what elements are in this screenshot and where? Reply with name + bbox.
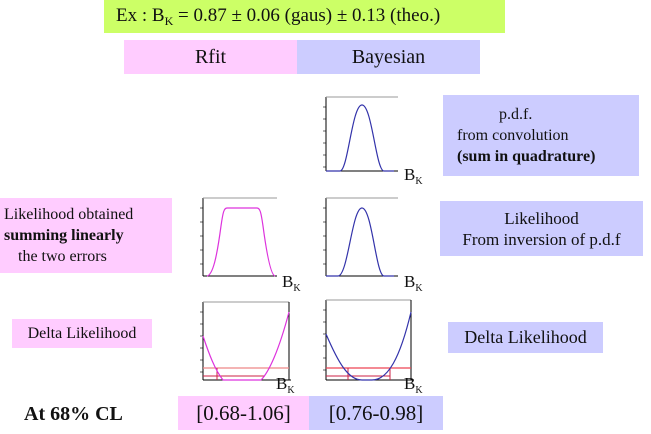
rfit-interval-value: [0.68-1.06] (196, 400, 291, 425)
bayes-delta-label: Delta Likelihood (464, 327, 587, 347)
rfit-delta-likelihood-plot (200, 301, 291, 381)
bayesian-pdf-plot (323, 96, 398, 172)
rfit-delta-label: Delta Likelihood (27, 325, 137, 342)
bayesian-delta-likelihood-plot (323, 299, 414, 381)
pdf-line-1: p.d.f. (499, 106, 533, 123)
formula-banner: Ex : BK = 0.87 ± 0.06 (gaus) ± 0.13 (the… (104, 0, 505, 33)
bk-axis-label: BK (404, 272, 423, 294)
rfit-likelihood-plot (200, 197, 277, 277)
bayesian-delta-description: Delta Likelihood (448, 322, 603, 353)
bayesian-interval: [0.76-0.98] (309, 396, 443, 430)
bayesian-interval-value: [0.76-0.98] (328, 400, 424, 425)
rfit-delta-description: Delta Likelihood (12, 319, 152, 348)
bayesian-likelihood-plot (323, 197, 398, 277)
column-header-bayesian: Bayesian (297, 40, 480, 74)
pdf-description: p.d.f. from convolution (sum in quadratu… (443, 95, 639, 176)
bayes-like-line-2: From inversion of p.d.f (462, 229, 621, 249)
rfit-label: Rfit (194, 45, 227, 68)
rfit-likelihood-description: Likelihood obtained summing linearly the… (0, 198, 172, 273)
bayes-like-line-1: Likelihood (504, 208, 579, 228)
bk-axis-label: BK (404, 374, 423, 396)
bk-axis-label: BK (404, 165, 423, 187)
formula-text: Ex : BK = 0.87 ± 0.06 (gaus) ± 0.13 (the… (116, 4, 441, 28)
confidence-level-label: At 68% CL (24, 403, 123, 425)
bk-axis-label: BK (276, 374, 295, 396)
pdf-line-3: (sum in quadrature) (457, 148, 596, 165)
rfit-like-line-1: Likelihood obtained (4, 206, 134, 223)
rfit-like-line-3: the two errors (18, 248, 107, 265)
rfit-like-line-2: summing linearly (4, 227, 124, 244)
rfit-interval: [0.68-1.06] (178, 396, 309, 430)
bk-axis-label: BK (282, 272, 301, 294)
bayesian-likelihood-description: Likelihood From inversion of p.d.f (440, 201, 643, 256)
bayesian-label: Bayesian (351, 45, 426, 68)
column-header-rfit: Rfit (124, 40, 297, 74)
pdf-line-2: from convolution (457, 127, 569, 144)
